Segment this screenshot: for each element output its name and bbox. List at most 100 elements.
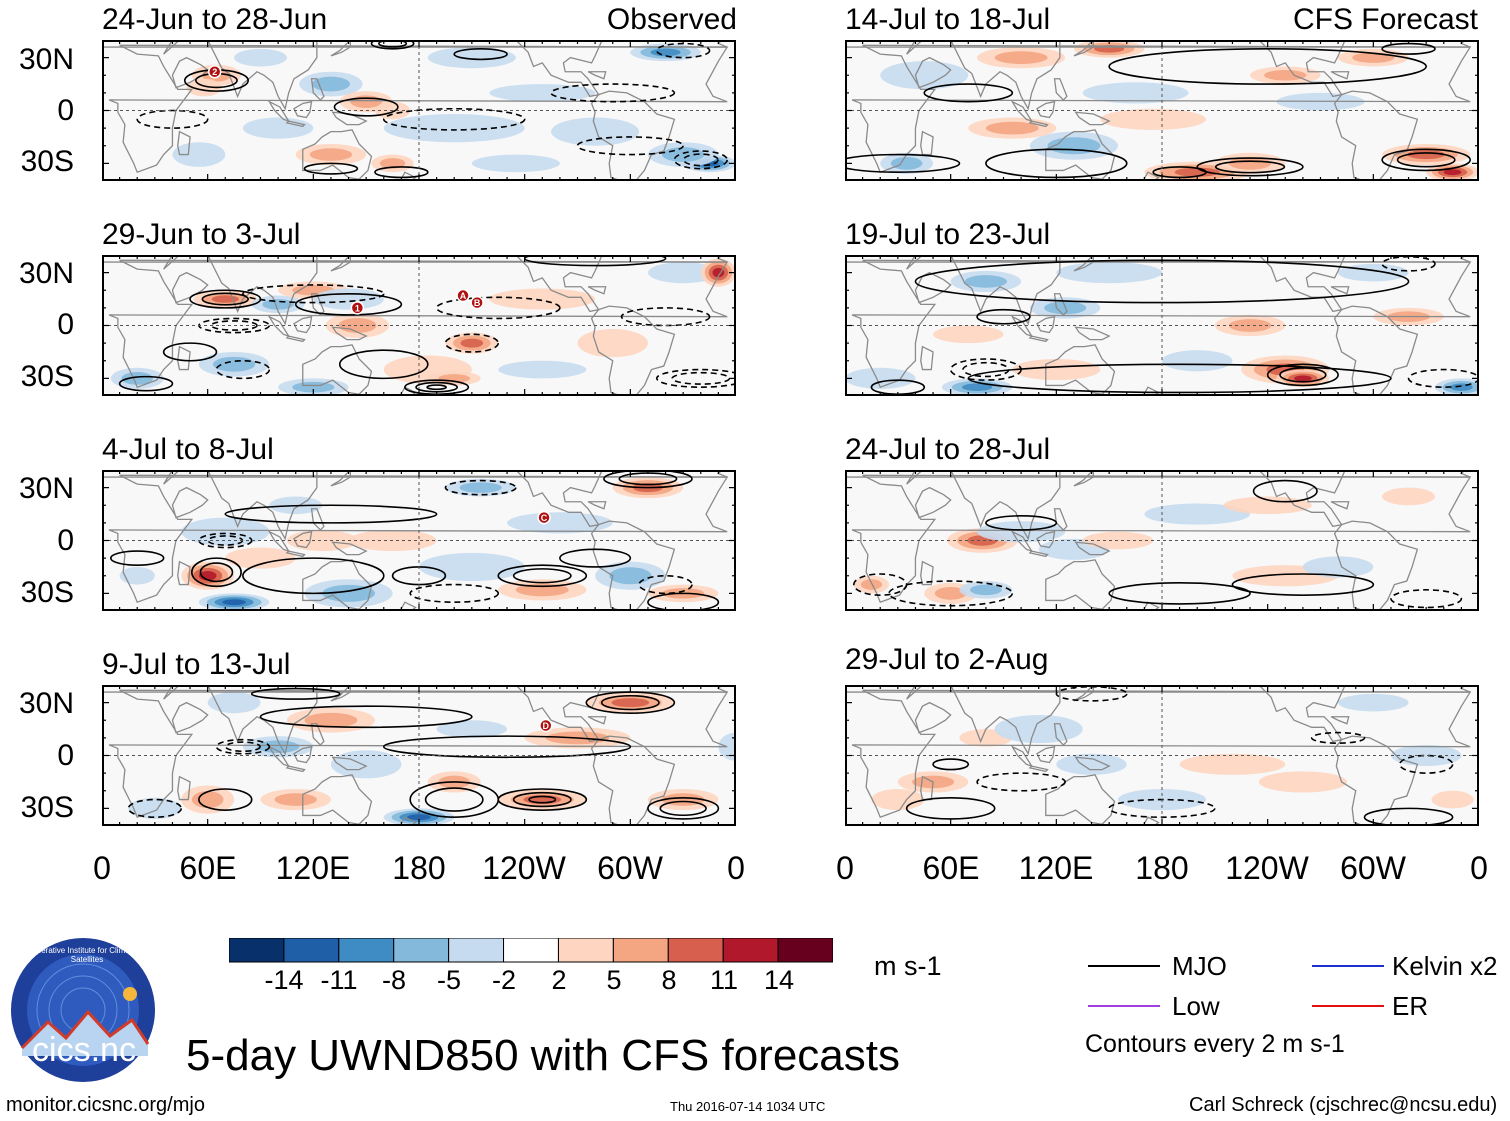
coastline <box>1330 286 1350 295</box>
storm-marker <box>539 718 553 733</box>
mjo-contour <box>853 573 908 596</box>
coastline <box>267 745 291 768</box>
storm-marker-label: C <box>541 513 548 523</box>
mjo-contour <box>603 470 693 489</box>
colorbar-label: -5 <box>436 965 461 995</box>
anomaly-shading <box>128 797 182 819</box>
anomaly-shading <box>207 692 261 714</box>
lon-label-60w: 60W <box>597 850 663 886</box>
panel-title-6: 19-Jul to 23-Jul <box>845 218 1051 251</box>
coastline <box>102 40 728 48</box>
anomaly-shading <box>1056 262 1162 284</box>
colorbar-label: -8 <box>381 965 406 995</box>
mjo-contour <box>585 691 676 714</box>
anomaly-shading <box>609 567 652 585</box>
lon-label-0-east: 0 <box>1470 850 1488 886</box>
coastline <box>171 486 209 519</box>
coastline <box>1053 723 1068 746</box>
colorbar-swatch <box>557 938 614 963</box>
coastline <box>108 474 729 604</box>
anomaly-shading <box>1228 319 1272 332</box>
colorbar-swatch <box>283 938 340 963</box>
anomaly-shading <box>427 47 516 69</box>
coastline <box>587 716 607 725</box>
mjo-contour <box>659 800 707 817</box>
anomaly-shading <box>1338 263 1409 282</box>
colorbar-label: 14 <box>763 965 795 995</box>
mjo-contour <box>198 788 253 811</box>
coastline <box>1333 90 1419 181</box>
coastline <box>914 486 952 519</box>
coastline <box>1036 745 1056 764</box>
coastline <box>310 78 325 101</box>
storm-marker-label: D <box>543 721 550 731</box>
coastline <box>1036 100 1056 119</box>
coastline <box>108 259 729 389</box>
coastline <box>302 774 373 825</box>
mjo-contour <box>370 40 415 50</box>
panel-title-3: 4-Jul to 8-Jul <box>102 433 274 466</box>
anomaly-shading <box>181 517 270 546</box>
coastline <box>1073 40 1094 57</box>
panel-tag-forecast: CFS Forecast <box>1292 3 1478 36</box>
coastline <box>108 689 729 819</box>
mjo-contour <box>620 307 711 327</box>
coastline <box>102 685 728 693</box>
legend-label-mjo: MJO <box>1172 951 1227 981</box>
mjo-contour <box>1214 160 1286 174</box>
coastline <box>1073 685 1094 702</box>
mjo-contour <box>162 342 218 362</box>
anomaly-shading <box>286 529 358 552</box>
anomaly-shading <box>489 84 596 102</box>
lat-label-eq: 0 <box>57 94 74 127</box>
coastline <box>331 541 368 556</box>
coastline <box>920 345 934 371</box>
coastline <box>267 530 291 553</box>
coastline <box>906 470 1061 541</box>
anomaly-shading <box>1179 753 1286 775</box>
mjo-contour <box>409 583 500 603</box>
coastline <box>1028 765 1049 773</box>
mjo-contour <box>424 787 484 812</box>
map-panel-forecast-4 <box>845 685 1479 826</box>
coastline <box>851 689 1472 819</box>
mjo-contour <box>259 705 473 729</box>
coastline <box>1010 315 1034 338</box>
lat-label-eq: 0 <box>57 739 74 772</box>
anomaly-shading <box>647 262 719 284</box>
anomaly-shading <box>1338 693 1409 712</box>
lat-label-30s: 30S <box>20 791 74 824</box>
coastline <box>1010 100 1034 123</box>
coastline <box>267 315 291 338</box>
coastline <box>163 255 318 326</box>
anomaly-shading <box>551 117 640 146</box>
coastline <box>1073 470 1094 487</box>
coastline <box>1010 745 1034 768</box>
anomaly-shading <box>662 793 705 806</box>
mjo-contour <box>1279 367 1327 383</box>
panel-title-2: 29-Jun to 3-Jul <box>102 218 301 251</box>
coastline <box>1330 71 1350 80</box>
logo-ring-text: Cooperative Institute for Climate and Sa… <box>22 946 152 964</box>
mjo-contour <box>1252 479 1318 503</box>
lon-label-120e: 120E <box>1018 850 1094 886</box>
anomaly-shading <box>211 295 239 303</box>
colorbar <box>229 938 833 963</box>
storm-marker <box>456 288 470 303</box>
anomaly-shading <box>977 521 1066 543</box>
mjo-contour <box>923 83 1014 103</box>
anomaly-shading <box>871 788 925 811</box>
anomaly-shading <box>611 698 650 708</box>
anomaly-shading <box>515 583 569 597</box>
anomaly-shading <box>489 288 596 310</box>
coastline <box>267 100 291 123</box>
footer-url[interactable]: monitor.cicsnc.org/mjo <box>6 1094 205 1116</box>
coastline <box>1333 735 1419 826</box>
coastline <box>1028 120 1049 128</box>
mjo-contour <box>224 741 261 753</box>
mjo-contour <box>576 136 684 156</box>
coastline <box>1074 756 1111 771</box>
anomaly-shading <box>383 114 525 143</box>
mjo-contour <box>1108 48 1427 85</box>
panel-title-4: 9-Jul to 13-Jul <box>102 648 291 681</box>
